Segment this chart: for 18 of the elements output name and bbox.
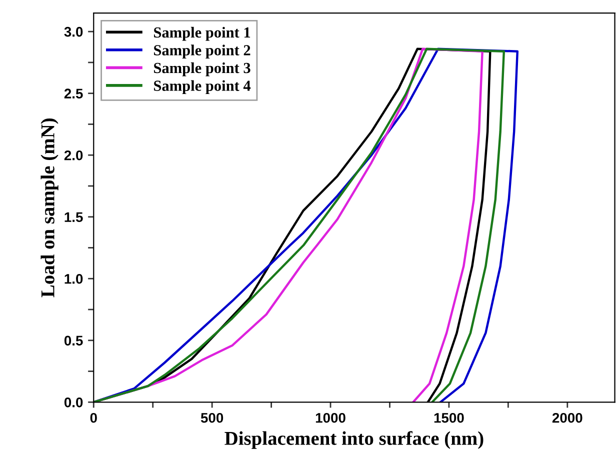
- y-tick-label: 3.0: [64, 26, 83, 37]
- y-tick-label: 1.0: [64, 274, 83, 284]
- legend-label: Sample point 3: [154, 62, 250, 76]
- y-tick-label: 0.0: [64, 397, 83, 408]
- x-tick-label: 500: [200, 412, 224, 423]
- y-axis-title: Load on sample (mN): [40, 118, 58, 298]
- x-tick-label: 1500: [434, 412, 464, 423]
- legend-label: Sample point 1: [154, 26, 250, 41]
- y-tick-label: 2.5: [64, 88, 83, 99]
- y-tick-label: 1.5: [64, 212, 83, 222]
- x-tick-label: 1000: [316, 412, 346, 423]
- x-tick-label: 2000: [552, 412, 582, 423]
- y-tick-label: 0.5: [64, 336, 83, 346]
- y-tick-label: 2.0: [64, 150, 83, 160]
- legend-label: Sample point 2: [154, 44, 250, 59]
- x-tick-label: 0: [90, 412, 97, 423]
- x-axis-title: Displacement into surface (nm): [224, 431, 484, 449]
- legend-label: Sample point 4: [154, 80, 251, 94]
